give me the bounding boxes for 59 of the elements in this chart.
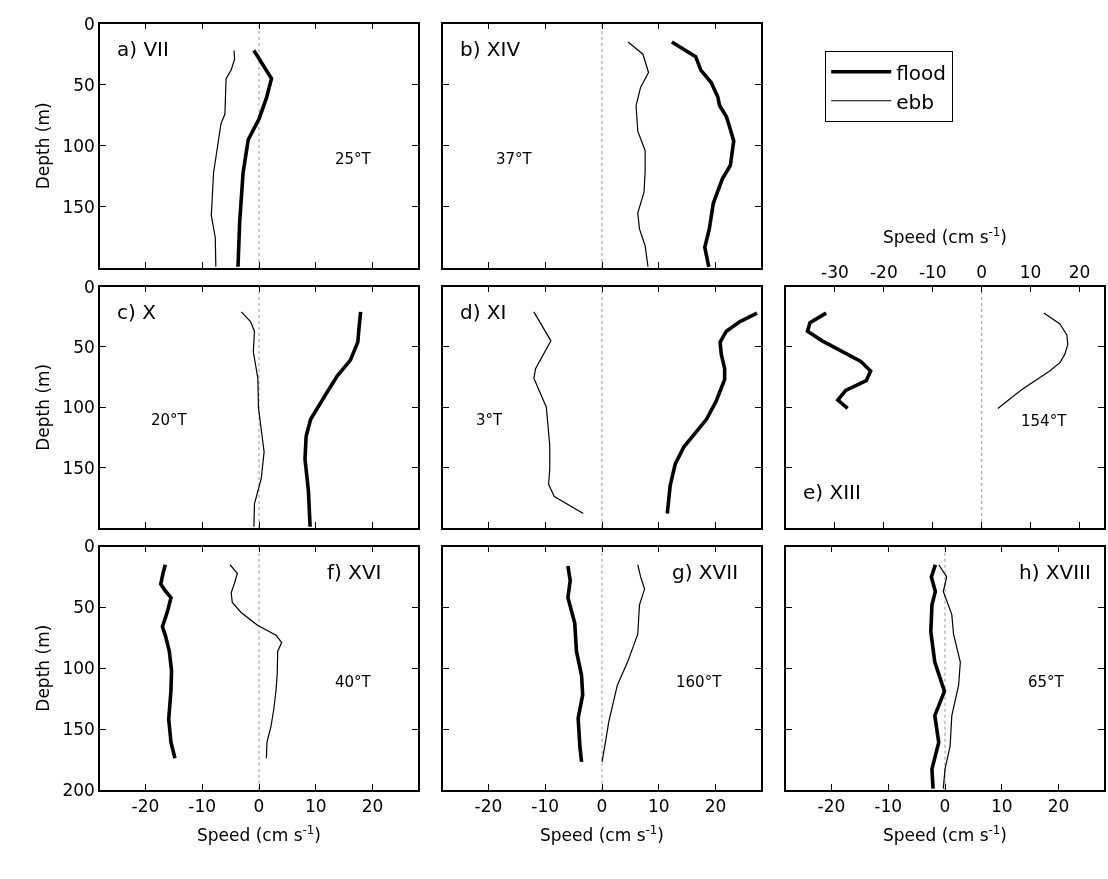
y-tick-label: 0 <box>84 13 95 34</box>
annotation: c) X <box>117 300 157 324</box>
annotation: e) XIII <box>803 480 861 504</box>
y-tick-label: 50 <box>73 74 95 95</box>
annotation: 25°T <box>335 150 372 168</box>
x-tick-label: 0 <box>253 795 265 816</box>
x-tick-label: -20 <box>869 262 898 283</box>
y-tick-label: 50 <box>73 336 95 357</box>
annotation: h) XVIII <box>1019 560 1091 584</box>
y-tick-label: 100 <box>62 658 95 679</box>
annotation: 154°T <box>1021 412 1068 430</box>
x-tick-label: -10 <box>188 795 217 816</box>
y-tick-label: 150 <box>62 457 95 478</box>
annotation: a) VII <box>117 37 169 61</box>
y-tick-label: 0 <box>84 276 95 297</box>
y-tick-label: 0 <box>84 536 95 557</box>
x-tick-label: -20 <box>131 795 160 816</box>
annotation: 20°T <box>151 411 188 429</box>
annotation: d) XI <box>460 300 507 324</box>
x-tick-label: -10 <box>874 795 903 816</box>
y-axis-title: Depth (m) <box>33 363 54 451</box>
annotation: b) XIV <box>460 37 521 61</box>
x-tick-label: 0 <box>596 795 608 816</box>
x-axis-title: Speed (cm s$^{-1}$) <box>883 822 1007 845</box>
x-tick-label: -10 <box>918 262 947 283</box>
legend-label: ebb <box>896 89 934 114</box>
x-tick-label: -10 <box>531 795 560 816</box>
annotation: 160°T <box>676 673 723 691</box>
y-tick-label: 100 <box>62 135 95 156</box>
x-tick-label: 0 <box>976 262 988 283</box>
x-tick-label: 20 <box>1068 262 1091 283</box>
legend-label: flood <box>896 60 946 85</box>
y-tick-label: 150 <box>62 718 95 739</box>
x-axis-title: Speed (cm s$^{-1}$) <box>197 822 321 845</box>
x-axis-title: Speed (cm s$^{-1}$) <box>883 224 1007 248</box>
x-tick-label: 0 <box>939 795 951 816</box>
y-tick-label: 150 <box>62 196 95 217</box>
x-axis-title: Speed (cm s$^{-1}$) <box>540 822 664 845</box>
x-tick-label: -20 <box>474 795 503 816</box>
x-tick-label: 10 <box>1019 262 1042 283</box>
y-axis-title: Depth (m) <box>33 624 54 712</box>
y-tick-label: 50 <box>73 597 95 618</box>
annotation: f) XVI <box>327 560 382 584</box>
x-tick-label: 20 <box>704 795 727 816</box>
x-tick-label: 10 <box>990 795 1013 816</box>
x-tick-label: -20 <box>817 795 846 816</box>
x-tick-label: 10 <box>304 795 327 816</box>
annotation: g) XVII <box>672 560 739 584</box>
y-axis-title: Depth (m) <box>33 102 54 190</box>
annotation: 37°T <box>496 150 533 168</box>
annotation: 65°T <box>1028 673 1065 691</box>
x-tick-label: 10 <box>647 795 670 816</box>
annotation: 40°T <box>335 673 372 691</box>
y-tick-label: 200 <box>62 779 95 800</box>
x-tick-label: 20 <box>1047 795 1070 816</box>
x-tick-label: 20 <box>361 795 384 816</box>
y-tick-label: 100 <box>62 397 95 418</box>
x-tick-label: -30 <box>821 262 849 283</box>
annotation: 3°T <box>476 411 504 429</box>
